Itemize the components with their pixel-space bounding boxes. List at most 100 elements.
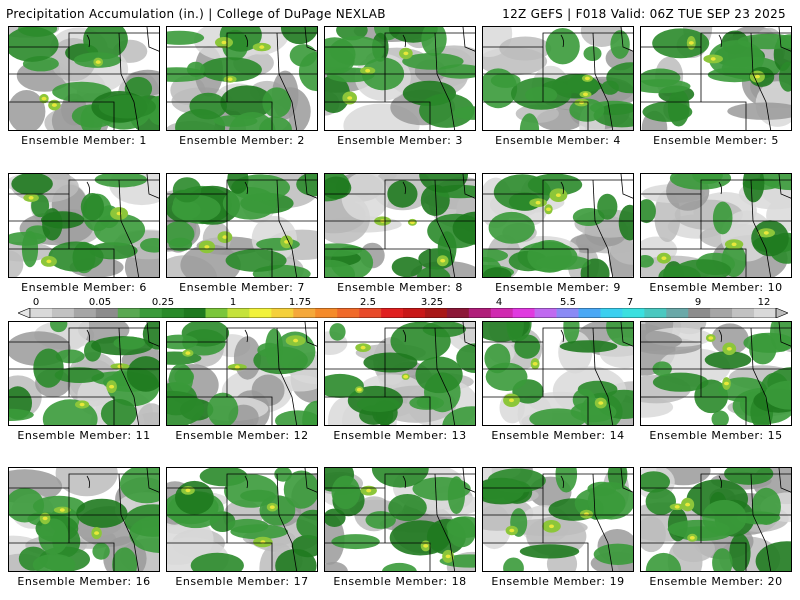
precip-map: [8, 321, 160, 426]
colorbar-swatch: [359, 308, 382, 318]
colorbar-tick-label: 1: [229, 297, 237, 308]
precip-map-graphic: [9, 174, 159, 277]
colorbar-swatch: [578, 308, 601, 318]
ensemble-member-label: Ensemble Member: 1: [21, 134, 147, 147]
precip-map-graphic: [483, 27, 633, 130]
colorbar-swatch: [446, 308, 470, 318]
precip-map: [482, 26, 634, 131]
precip-map-graphic: [9, 322, 159, 425]
ensemble-member-label: Ensemble Member: 3: [337, 134, 463, 147]
colorbar-swatch: [600, 308, 623, 318]
precip-map-graphic: [483, 322, 633, 425]
colorbar-tick-label: 5.5: [560, 297, 576, 308]
colorbar-tick-label: 0.05: [88, 297, 112, 308]
colorbar-tick-label: 7: [626, 297, 634, 308]
ensemble-member-label: Ensemble Member: 15: [649, 429, 783, 442]
colorbar-swatch: [732, 308, 755, 318]
ensemble-member-label: Ensemble Member: 8: [337, 281, 463, 294]
precip-map: [640, 173, 792, 278]
precip-map: [8, 26, 160, 131]
colorbar-right-arrow: [775, 308, 788, 318]
ensemble-member-label: Ensemble Member: 13: [333, 429, 467, 442]
colorbar-swatch: [622, 308, 645, 318]
colorbar-swatch: [315, 308, 338, 318]
ensemble-member-label: Ensemble Member: 10: [649, 281, 783, 294]
ensemble-member-label: Ensemble Member: 18: [333, 575, 467, 588]
precip-map-graphic: [641, 322, 791, 425]
precip-map: [324, 173, 476, 278]
precip-map: [324, 321, 476, 426]
colorbar-swatch: [710, 308, 733, 318]
precip-map: [166, 467, 318, 572]
precip-map: [166, 321, 318, 426]
colorbar-swatch: [490, 308, 513, 318]
precip-map: [324, 26, 476, 131]
colorbar-swatch: [293, 308, 316, 318]
precip-map: [640, 321, 792, 426]
colorbar-swatch: [249, 308, 272, 318]
colorbar-swatch: [227, 308, 250, 318]
colorbar-swatch: [534, 308, 557, 318]
ensemble-member-label: Ensemble Member: 5: [653, 134, 779, 147]
ensemble-member-label: Ensemble Member: 11: [17, 429, 151, 442]
precip-map: [640, 26, 792, 131]
colorbar-swatch: [754, 308, 777, 318]
ensemble-member-label: Ensemble Member: 14: [491, 429, 625, 442]
colorbar-swatch: [139, 308, 162, 318]
ensemble-member-label: Ensemble Member: 19: [491, 575, 625, 588]
precip-map-graphic: [9, 27, 159, 130]
precip-map: [166, 173, 318, 278]
colorbar-tick-label: 0: [32, 297, 40, 308]
precip-map: [482, 321, 634, 426]
colorbar-swatch: [666, 308, 689, 318]
precip-map-graphic: [9, 468, 159, 571]
header-title: Precipitation Accumulation (in.) | Colle…: [6, 7, 386, 21]
colorbar-scale: [18, 308, 788, 318]
precip-map: [482, 173, 634, 278]
colorbar-swatch: [424, 308, 448, 318]
colorbar-tick-label: 0.25: [151, 297, 175, 308]
colorbar-swatch: [468, 308, 492, 318]
colorbar-swatch: [73, 308, 97, 318]
ensemble-member-label: Ensemble Member: 2: [179, 134, 305, 147]
colorbar-swatch: [512, 308, 535, 318]
colorbar-swatch: [403, 308, 426, 318]
colorbar-swatch: [205, 308, 228, 318]
precip-map-graphic: [325, 468, 475, 571]
precip-map: [324, 467, 476, 572]
ensemble-member-label: Ensemble Member: 20: [649, 575, 783, 588]
colorbar-swatch: [161, 308, 184, 318]
colorbar-swatch: [30, 308, 53, 318]
precip-map: [8, 467, 160, 572]
colorbar-swatch: [117, 308, 140, 318]
colorbar-left-arrow: [18, 308, 31, 318]
colorbar-swatch: [337, 308, 360, 318]
precip-map-graphic: [167, 468, 317, 571]
ensemble-member-label: Ensemble Member: 17: [175, 575, 309, 588]
precip-map-graphic: [641, 174, 791, 277]
colorbar-tick-label: 2.5: [360, 297, 376, 308]
colorbar-tick-label: 9: [694, 297, 702, 308]
colorbar-swatch: [51, 308, 75, 318]
precip-map-graphic: [325, 322, 475, 425]
precip-map-graphic: [167, 322, 317, 425]
ensemble-member-label: Ensemble Member: 6: [21, 281, 147, 294]
colorbar-tick-label: 12: [757, 297, 771, 308]
colorbar-tick-label: 4: [495, 297, 503, 308]
colorbar-swatch: [95, 308, 119, 318]
colorbar-swatch: [183, 308, 206, 318]
colorbar-swatch: [271, 308, 294, 318]
ensemble-member-label: Ensemble Member: 4: [495, 134, 621, 147]
precip-map-graphic: [483, 174, 633, 277]
precip-map-graphic: [641, 468, 791, 571]
precip-map-graphic: [167, 27, 317, 130]
colorbar-tick-label: 1.75: [288, 297, 312, 308]
precip-map-graphic: [641, 27, 791, 130]
ensemble-member-label: Ensemble Member: 12: [175, 429, 309, 442]
ensemble-member-label: Ensemble Member: 7: [179, 281, 305, 294]
ensemble-member-label: Ensemble Member: 16: [17, 575, 151, 588]
precip-map-graphic: [483, 468, 633, 571]
precip-map-graphic: [325, 27, 475, 130]
precip-map: [482, 467, 634, 572]
